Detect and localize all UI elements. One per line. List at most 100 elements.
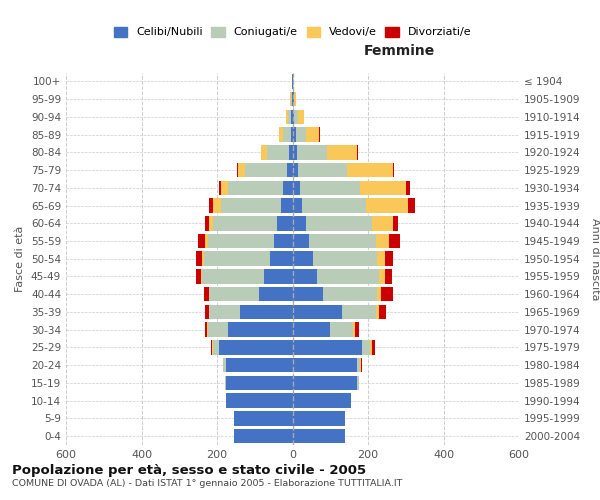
Bar — [274, 234, 293, 248]
Bar — [281, 198, 293, 213]
Bar — [196, 252, 202, 266]
Bar — [381, 287, 392, 302]
Bar — [264, 269, 293, 284]
Bar — [289, 110, 292, 124]
Bar — [298, 110, 304, 124]
Bar — [293, 269, 317, 284]
Bar — [204, 287, 209, 302]
Bar — [293, 429, 346, 444]
Bar — [293, 322, 330, 337]
Bar — [261, 145, 267, 160]
Bar — [270, 252, 293, 266]
Bar — [296, 128, 306, 142]
Bar — [204, 252, 270, 266]
Bar — [295, 110, 298, 124]
Bar — [293, 411, 346, 426]
Bar — [300, 180, 361, 195]
Bar — [392, 216, 398, 230]
Bar — [293, 145, 297, 160]
Bar — [237, 163, 238, 178]
Bar — [291, 92, 292, 106]
Bar — [292, 110, 293, 124]
Bar — [376, 304, 379, 319]
Bar — [213, 340, 219, 354]
Bar — [211, 340, 212, 354]
Bar — [298, 163, 347, 178]
Bar — [310, 234, 376, 248]
Bar — [297, 145, 327, 160]
Bar — [385, 252, 392, 266]
Bar — [372, 340, 375, 354]
Bar — [379, 304, 386, 319]
Bar — [202, 269, 264, 284]
Bar — [407, 198, 415, 213]
Bar — [293, 110, 295, 124]
Bar — [292, 74, 293, 88]
Bar — [317, 269, 379, 284]
Bar — [377, 287, 381, 302]
Bar — [238, 163, 245, 178]
Bar — [229, 322, 293, 337]
Bar — [293, 358, 356, 372]
Bar — [293, 216, 306, 230]
Bar — [226, 358, 293, 372]
Bar — [355, 322, 359, 337]
Bar — [389, 234, 400, 248]
Bar — [347, 163, 392, 178]
Bar — [385, 269, 392, 284]
Bar — [372, 216, 392, 230]
Bar — [341, 304, 376, 319]
Bar — [290, 92, 291, 106]
Bar — [293, 163, 298, 178]
Bar — [379, 269, 385, 284]
Bar — [283, 128, 290, 142]
Bar — [239, 304, 293, 319]
Bar — [376, 234, 389, 248]
Bar — [366, 198, 407, 213]
Bar — [213, 198, 221, 213]
Bar — [229, 180, 283, 195]
Bar — [198, 234, 205, 248]
Bar — [370, 340, 372, 354]
Bar — [293, 252, 313, 266]
Bar — [289, 145, 293, 160]
Bar — [306, 216, 372, 230]
Bar — [361, 358, 362, 372]
Bar — [279, 128, 283, 142]
Bar — [223, 358, 226, 372]
Bar — [293, 74, 294, 88]
Text: COMUNE DI OVADA (AL) - Dati ISTAT 1° gennaio 2005 - Elaborazione TUTTITALIA.IT: COMUNE DI OVADA (AL) - Dati ISTAT 1° gen… — [12, 479, 403, 488]
Bar — [226, 394, 293, 408]
Bar — [293, 128, 296, 142]
Bar — [290, 128, 293, 142]
Bar — [293, 180, 300, 195]
Bar — [205, 304, 209, 319]
Bar — [213, 216, 277, 230]
Bar — [267, 145, 289, 160]
Bar — [205, 234, 208, 248]
Bar — [283, 180, 293, 195]
Bar — [212, 340, 213, 354]
Bar — [209, 304, 239, 319]
Bar — [201, 269, 202, 284]
Bar — [323, 287, 377, 302]
Bar — [353, 322, 355, 337]
Bar — [207, 322, 208, 337]
Bar — [205, 322, 207, 337]
Bar — [293, 287, 323, 302]
Bar — [277, 216, 293, 230]
Bar — [245, 163, 287, 178]
Bar — [234, 429, 293, 444]
Bar — [377, 252, 385, 266]
Bar — [302, 198, 366, 213]
Bar — [361, 180, 406, 195]
Bar — [219, 340, 293, 354]
Bar — [327, 145, 358, 160]
Bar — [234, 411, 293, 426]
Text: Femmine: Femmine — [364, 44, 434, 58]
Bar — [209, 198, 213, 213]
Bar — [259, 287, 293, 302]
Bar — [295, 92, 296, 106]
Bar — [293, 198, 302, 213]
Bar — [219, 180, 221, 195]
